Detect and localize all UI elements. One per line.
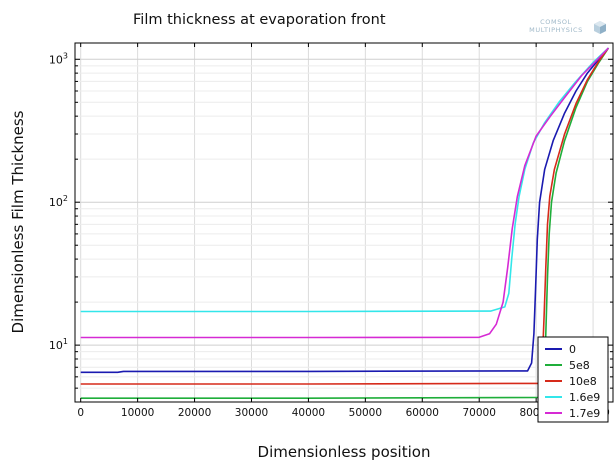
legend-entry-label: 5e8 [569, 359, 590, 372]
x-tick-label: 40000 [292, 407, 325, 419]
gridlines [75, 43, 613, 403]
legend-box [537, 336, 609, 423]
y-axis-label: Dimensionless Film Thickness [9, 110, 27, 333]
plot-frame [74, 42, 614, 403]
y-tick-label: 103 [49, 51, 68, 66]
series-line-0 [80, 47, 610, 374]
series-line-1.7e9 [80, 47, 609, 339]
y-tick-label: 101 [49, 337, 68, 352]
chart-title: Film thickness at evaporation front [133, 12, 386, 28]
x-tick-label: 30000 [235, 407, 268, 419]
x-tick-label: 60000 [406, 407, 439, 419]
x-tick-label: 50000 [349, 407, 382, 419]
x-tick-label: 0 [77, 407, 84, 419]
series-line-1.6e9 [80, 47, 609, 313]
x-axis-label: Dimensionless position [258, 443, 431, 461]
comsol-logo: COMSOL MULTIPHYSICS [529, 18, 606, 34]
x-tick-label: 20000 [178, 407, 211, 419]
legend-entry-label: 1.6e9 [569, 391, 600, 404]
series-line-5e8 [80, 47, 610, 399]
y-tick-label: 102 [49, 194, 68, 209]
legend-entry-label: 0 [569, 343, 576, 356]
logo-text-line-1: COMSOL [540, 18, 572, 26]
legend-entry-label: 1.7e9 [569, 407, 600, 420]
logo-text-line-2: MULTIPHYSICS [529, 26, 583, 34]
legend: 0 5e8 10e8 1.6e9 1.7e9 [537, 336, 609, 423]
x-tick-label: 70000 [463, 407, 496, 419]
cube-icon [594, 21, 606, 34]
series-lines [80, 47, 610, 399]
axis-ticks: 0 10000 20000 30000 40000 50000 60000 70000 8000… [49, 43, 613, 419]
x-tick-label: 10000 [121, 407, 154, 419]
legend-entry-label: 10e8 [569, 375, 597, 388]
